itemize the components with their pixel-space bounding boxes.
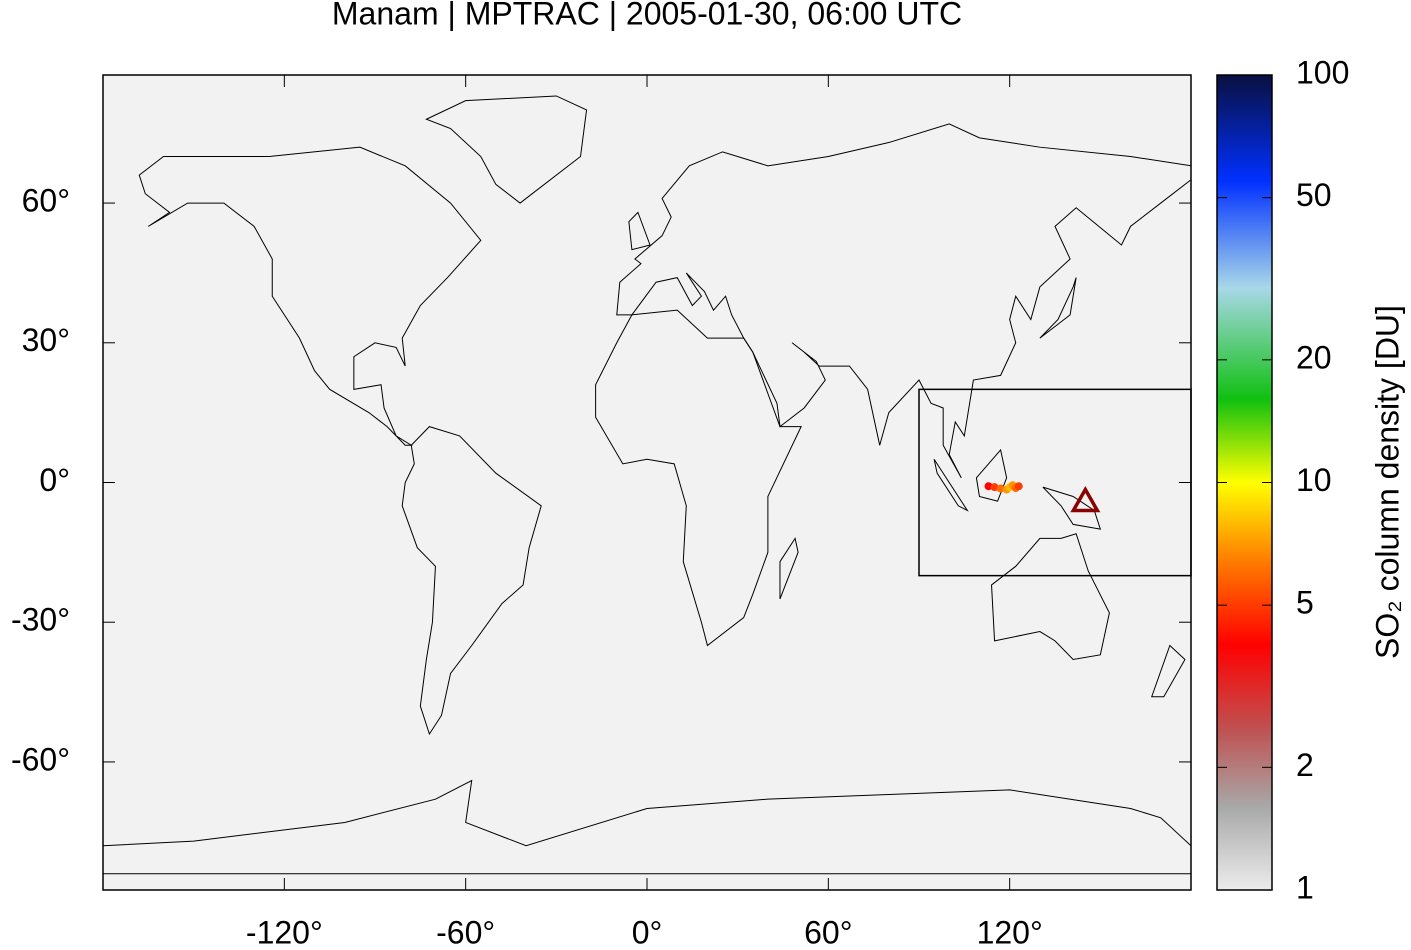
y-tick-label: -60° — [11, 741, 70, 777]
colorbar-label: SO₂ column density [DU] — [1369, 305, 1405, 659]
x-tick-label: 0° — [632, 914, 663, 950]
colorbar-tick-label: 20 — [1296, 339, 1332, 375]
map-title: Manam | MPTRAC | 2005-01-30, 06:00 UTC — [332, 0, 962, 31]
x-tick-label: 60° — [804, 914, 852, 950]
colorbar-tick-label: 10 — [1296, 462, 1332, 498]
map-background — [103, 75, 1191, 890]
colorbar-tick-label: 50 — [1296, 177, 1332, 213]
colorbar-tick-label: 1 — [1296, 869, 1314, 905]
region-box — [918, 388, 1192, 577]
so2-point — [990, 483, 999, 492]
y-tick-label: 0° — [39, 462, 70, 498]
x-tick-label: -120° — [246, 914, 323, 950]
x-tick-label: -60° — [436, 914, 495, 950]
colorbar-tick-label: 100 — [1296, 54, 1349, 90]
colorbar-tick-label: 2 — [1296, 747, 1314, 783]
volcano-marker — [1070, 485, 1101, 513]
so2-point — [984, 482, 993, 491]
coastlines — [103, 96, 1191, 874]
colorbar-tick-label: 5 — [1296, 585, 1314, 621]
so2-point — [1014, 482, 1023, 491]
y-tick-label: 60° — [22, 183, 70, 219]
y-tick-label: 30° — [22, 322, 70, 358]
so2-point — [996, 484, 1005, 493]
y-tick-label: -30° — [11, 602, 70, 638]
x-tick-label: 120° — [977, 914, 1043, 950]
